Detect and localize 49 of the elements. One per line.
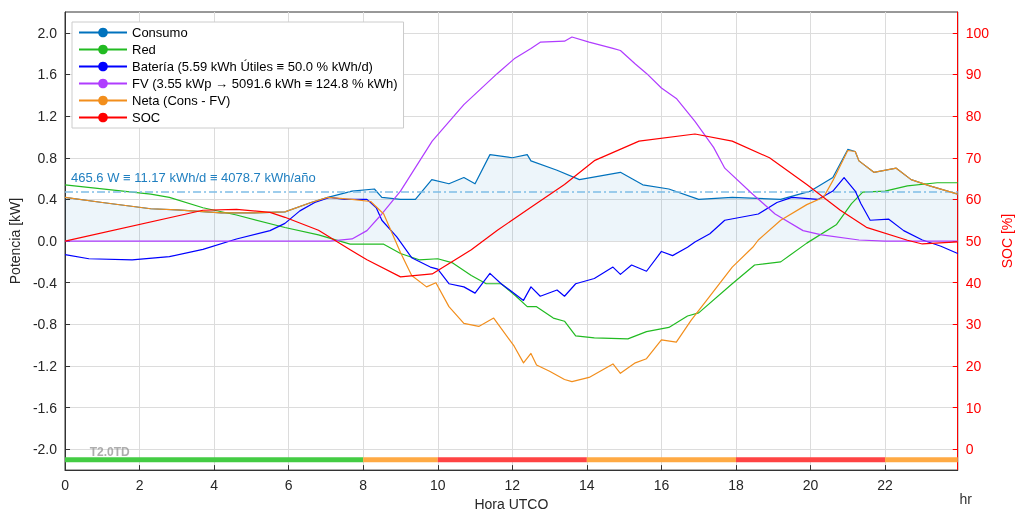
legend-label: Neta (Cons - FV): [132, 93, 231, 108]
y2-tick-label: 10: [965, 399, 982, 416]
y-tick-label: -0.8: [32, 316, 58, 333]
x-tick-label: 6: [284, 477, 293, 494]
y2-tick-label: 30: [965, 316, 982, 333]
line-series: [64, 182, 959, 340]
y-axis-title: Potencia [kW]: [7, 197, 23, 285]
y-tick-label: 0.0: [37, 233, 58, 250]
y2-tick-label: 20: [965, 357, 982, 374]
y2-tick-label: 70: [965, 149, 982, 166]
y-tick-label: 1.2: [37, 108, 58, 125]
y2-tick-label: 60: [965, 191, 982, 208]
line-series: [64, 149, 959, 383]
y-tick-label: 0.8: [37, 149, 58, 166]
x-tick-label: 2: [135, 477, 144, 494]
y-tick-label: 1.6: [37, 66, 58, 83]
legend-label: FV (3.55 kWp → 5091.6 kWh ≡ 124.8 % kWh): [132, 76, 398, 91]
line-series: [64, 36, 959, 242]
text: hr: [959, 491, 973, 507]
x-tick-label: 16: [653, 477, 670, 494]
x-tick-label: 4: [210, 477, 219, 494]
x-tick-label: 8: [359, 477, 368, 494]
annotation: T2.0TD: [89, 445, 131, 460]
x-tick-label: 12: [504, 477, 521, 494]
y-tick-label: 2.0: [37, 24, 58, 41]
x-tick-label: 22: [877, 477, 894, 494]
x-tick-label: 10: [429, 477, 446, 494]
legend-label: Batería (5.59 kWh Útiles ≡ 50.0 % kWh/d): [132, 59, 373, 74]
y-tick-label: -1.6: [32, 399, 58, 416]
y2-tick-label: 50: [965, 233, 982, 250]
x-axis-title: Hora UTCO: [474, 496, 549, 512]
legend-label: SOC: [132, 110, 161, 125]
y-tick-label: -1.2: [32, 357, 58, 374]
y2-tick-label: 80: [965, 108, 982, 125]
y2-tick-label: 40: [965, 274, 982, 291]
legend-label: Red: [132, 42, 156, 57]
ref-line-label: 465.6 W ≡ 11.17 kWh/d ≡ 4078.7 kWh/año: [71, 170, 316, 186]
y-tick-label: -2.0: [32, 441, 58, 458]
legend-label: Consumo: [132, 25, 188, 40]
x-tick-label: 20: [802, 477, 819, 494]
x-tick-label: 0: [61, 477, 70, 494]
x-tick-label: 18: [728, 477, 744, 494]
y2-axis-title: SOC [%]: [999, 213, 1015, 269]
y2-tick-label: 100: [965, 24, 990, 41]
x-tick-label: 14: [579, 477, 595, 494]
y2-tick-label: 0: [965, 441, 974, 458]
y-tick-label: 0.4: [37, 191, 58, 208]
y-tick-label: -0.4: [32, 274, 58, 291]
y2-tick-label: 90: [965, 66, 982, 83]
